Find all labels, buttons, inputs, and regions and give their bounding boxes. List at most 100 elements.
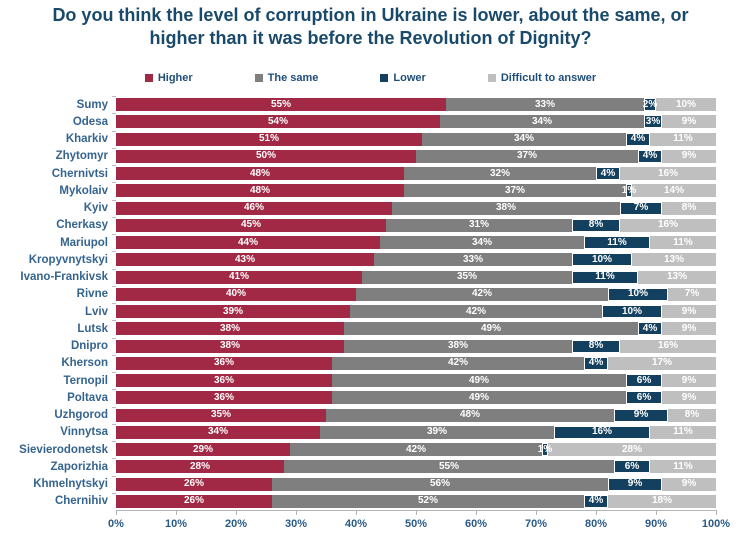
legend-swatch-lower bbox=[380, 74, 389, 82]
segment-higher: 54% bbox=[116, 115, 440, 129]
bar-row-kyiv: Kyiv 46% 38% 7% 8% bbox=[6, 199, 722, 217]
value-label: 45% bbox=[240, 219, 261, 231]
value-label: 39% bbox=[222, 305, 243, 317]
segment-the-same: 42% bbox=[290, 443, 542, 457]
bar-row-lviv: Lviv 39% 42% 10% 9% bbox=[6, 303, 722, 320]
category-label: Poltava bbox=[67, 391, 108, 404]
category-label: Kherson bbox=[61, 357, 108, 370]
chart-title: Do you think the level of corruption in … bbox=[52, 5, 689, 49]
legend-item-difficult-to-answer: Difficult to answer bbox=[487, 72, 597, 84]
category-label: Rivne bbox=[76, 288, 108, 301]
bar-row-kherson: Kherson 36% 42% 4% 17% bbox=[6, 354, 722, 372]
stacked-bar: 55% 33% 2% 10% bbox=[116, 98, 716, 112]
segment-the-same: 42% bbox=[332, 356, 584, 370]
category-label: Sievierodonetsk bbox=[19, 443, 108, 456]
value-label: 4% bbox=[588, 495, 604, 507]
x-axis-tick-label: 80% bbox=[584, 518, 608, 530]
stacked-bar: 44% 34% 11% 11% bbox=[116, 236, 716, 250]
segment-lower: 6% bbox=[614, 460, 650, 474]
stacked-bar: 34% 39% 16% 11% bbox=[116, 425, 716, 439]
bar-row-ternopil: Ternopil 36% 49% 6% 9% bbox=[6, 372, 722, 389]
x-axis-tick bbox=[716, 511, 717, 515]
value-label: 10% bbox=[591, 253, 612, 265]
value-label: 39% bbox=[426, 426, 447, 438]
segment-difficult-to-answer: 18% bbox=[608, 494, 716, 508]
value-label: 18% bbox=[651, 495, 672, 507]
stacked-bar: 38% 38% 8% 16% bbox=[116, 339, 716, 353]
value-label: 1% bbox=[621, 184, 637, 196]
segment-difficult-to-answer: 16% bbox=[620, 339, 716, 353]
category-label: Lutsk bbox=[77, 322, 108, 335]
value-label: 36% bbox=[213, 357, 234, 369]
bar-row-khmelnytskyi: Khmelnytskyi 26% 56% 9% 9% bbox=[6, 475, 722, 493]
segment-difficult-to-answer: 11% bbox=[650, 425, 716, 439]
segment-difficult-to-answer: 17% bbox=[608, 356, 716, 370]
segment-lower: 8% bbox=[572, 339, 620, 353]
segment-the-same: 38% bbox=[344, 339, 572, 353]
segment-higher: 34% bbox=[116, 425, 320, 439]
segment-higher: 51% bbox=[116, 132, 422, 146]
bar-row-zaporizhia: Zaporizhia 28% 55% 6% 11% bbox=[6, 458, 722, 475]
x-axis-tick-label: 50% bbox=[404, 518, 428, 530]
stacked-bar: 45% 31% 8% 16% bbox=[116, 218, 716, 232]
bar-row-ivano-frankivsk: Ivano-Frankivsk 41% 35% 11% 13% bbox=[6, 268, 722, 286]
x-axis-tick-label: 20% bbox=[224, 518, 248, 530]
segment-higher: 39% bbox=[116, 305, 350, 319]
value-label: 34% bbox=[513, 133, 534, 145]
segment-higher: 36% bbox=[116, 356, 332, 370]
bar-row-cherkasy: Cherkasy 45% 31% 8% 16% bbox=[6, 216, 722, 234]
value-label: 17% bbox=[651, 357, 672, 369]
legend-label: Difficult to answer bbox=[500, 72, 597, 84]
x-axis-tick-label: 70% bbox=[524, 518, 548, 530]
stacked-bar: 38% 49% 4% 9% bbox=[116, 322, 716, 336]
stacked-bar: 48% 37% 1% 14% bbox=[116, 184, 716, 198]
value-label: 1% bbox=[537, 443, 553, 455]
stacked-bar-chart: Sumy 55% 33% 2% 10% Odesa 54% 34% 3% 9% Kharkiv 51%… bbox=[6, 96, 730, 530]
value-label: 49% bbox=[468, 391, 489, 403]
value-label: 51% bbox=[258, 133, 279, 145]
value-label: 4% bbox=[588, 357, 604, 369]
stacked-bar: 40% 42% 10% 7% bbox=[116, 287, 716, 301]
value-label: 33% bbox=[534, 98, 555, 110]
segment-the-same: 39% bbox=[320, 425, 554, 439]
bar-row-kropyvnytskyi: Kropyvnytskyi 43% 33% 10% 13% bbox=[6, 251, 722, 268]
value-label: 50% bbox=[255, 150, 276, 162]
segment-higher: 48% bbox=[116, 184, 404, 198]
legend: Higher The same Lower Difficult to answer bbox=[0, 72, 741, 84]
stacked-bar: 50% 37% 4% 9% bbox=[116, 149, 716, 163]
value-label: 26% bbox=[183, 495, 204, 507]
segment-lower: 10% bbox=[602, 305, 662, 319]
category-label: Kyiv bbox=[83, 202, 108, 215]
segment-the-same: 34% bbox=[380, 236, 584, 250]
bar-row-vinnytsa: Vinnytsa 34% 39% 16% 11% bbox=[6, 423, 722, 441]
x-axis-tick bbox=[536, 511, 537, 515]
bar-row-poltava: Poltava 36% 49% 6% 9% bbox=[6, 389, 722, 406]
segment-lower: 16% bbox=[554, 425, 650, 439]
segment-the-same: 42% bbox=[356, 287, 608, 301]
segment-higher: 38% bbox=[116, 339, 344, 353]
segment-higher: 28% bbox=[116, 460, 284, 474]
value-label: 11% bbox=[673, 426, 693, 438]
segment-difficult-to-answer: 28% bbox=[548, 443, 716, 457]
segment-higher: 43% bbox=[116, 253, 374, 267]
category-label: Mariupol bbox=[60, 236, 108, 249]
category-label: Ternopil bbox=[63, 374, 108, 387]
value-label: 6% bbox=[636, 391, 652, 403]
segment-difficult-to-answer: 7% bbox=[668, 287, 716, 301]
x-axis-tick-label: 10% bbox=[164, 518, 188, 530]
value-label: 55% bbox=[438, 460, 459, 472]
value-label: 43% bbox=[234, 253, 255, 265]
segment-lower: 6% bbox=[626, 374, 662, 388]
category-label: Ivano-Frankivsk bbox=[20, 271, 108, 284]
legend-label: Higher bbox=[157, 72, 193, 84]
value-label: 11% bbox=[607, 236, 627, 248]
value-label: 48% bbox=[459, 409, 480, 421]
value-label: 56% bbox=[429, 478, 450, 490]
value-label: 13% bbox=[666, 271, 687, 283]
category-label: Zaporizhia bbox=[50, 460, 108, 473]
x-axis-tick-label: 0% bbox=[108, 518, 124, 530]
value-label: 34% bbox=[531, 115, 552, 127]
segment-lower: 4% bbox=[638, 322, 662, 336]
x-axis-tick bbox=[296, 511, 297, 515]
